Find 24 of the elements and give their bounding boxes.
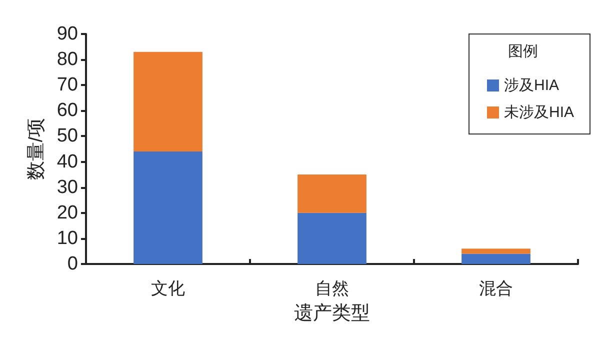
y-axis-title: 数量/项 (26, 118, 47, 180)
x-tick-label: 混合 (479, 279, 513, 298)
y-tick-label: 60 (56, 100, 78, 122)
bar (298, 174, 366, 213)
legend-label: 涉及HIA (504, 77, 560, 94)
y-tick-label: 10 (56, 228, 78, 249)
x-axis-title: 遗产类型 (294, 303, 370, 324)
bar (462, 248, 530, 254)
legend-title: 图例 (508, 43, 538, 60)
y-tick-label: 0 (67, 254, 78, 274)
y-tick-label: 80 (56, 49, 78, 70)
x-tick-label: 自然 (315, 279, 349, 298)
y-tick-label: 20 (56, 202, 78, 224)
bar (134, 52, 202, 152)
legend-label: 未涉及HIA (504, 104, 574, 121)
x-tick-label: 文化 (151, 279, 185, 298)
bar (462, 254, 530, 264)
y-tick-label: 40 (56, 151, 78, 172)
y-tick-label: 90 (56, 24, 78, 44)
y-tick-label: 30 (56, 176, 78, 198)
y-tick-label: 50 (56, 126, 78, 147)
y-tick-label: 70 (56, 74, 78, 96)
bar (134, 152, 202, 264)
bar (298, 212, 366, 264)
